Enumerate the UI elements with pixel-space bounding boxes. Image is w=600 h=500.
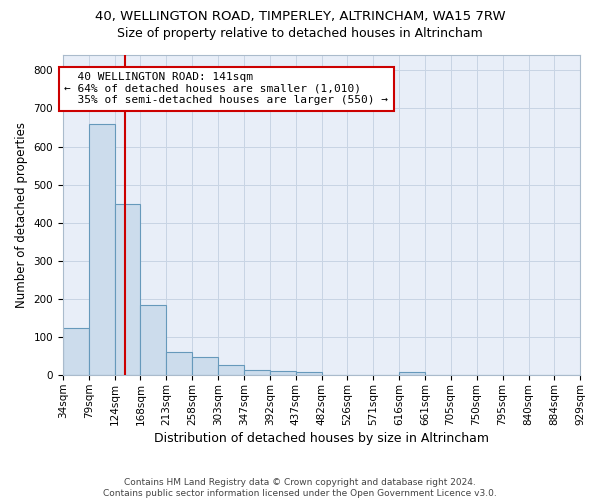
Bar — [140, 305, 166, 376]
Bar — [166, 352, 193, 376]
Bar — [296, 372, 322, 376]
Bar — [218, 364, 244, 376]
Bar — [244, 370, 270, 376]
X-axis label: Distribution of detached houses by size in Altrincham: Distribution of detached houses by size … — [154, 432, 489, 445]
Bar — [115, 204, 140, 376]
Bar — [89, 124, 115, 376]
Bar — [270, 370, 296, 376]
Bar — [193, 357, 218, 376]
Y-axis label: Number of detached properties: Number of detached properties — [15, 122, 28, 308]
Text: Contains HM Land Registry data © Crown copyright and database right 2024.
Contai: Contains HM Land Registry data © Crown c… — [103, 478, 497, 498]
Bar — [399, 372, 425, 376]
Text: Size of property relative to detached houses in Altrincham: Size of property relative to detached ho… — [117, 28, 483, 40]
Text: 40, WELLINGTON ROAD, TIMPERLEY, ALTRINCHAM, WA15 7RW: 40, WELLINGTON ROAD, TIMPERLEY, ALTRINCH… — [95, 10, 505, 23]
Text: 40 WELLINGTON ROAD: 141sqm
← 64% of detached houses are smaller (1,010)
  35% of: 40 WELLINGTON ROAD: 141sqm ← 64% of deta… — [64, 72, 388, 106]
Bar — [63, 328, 89, 376]
